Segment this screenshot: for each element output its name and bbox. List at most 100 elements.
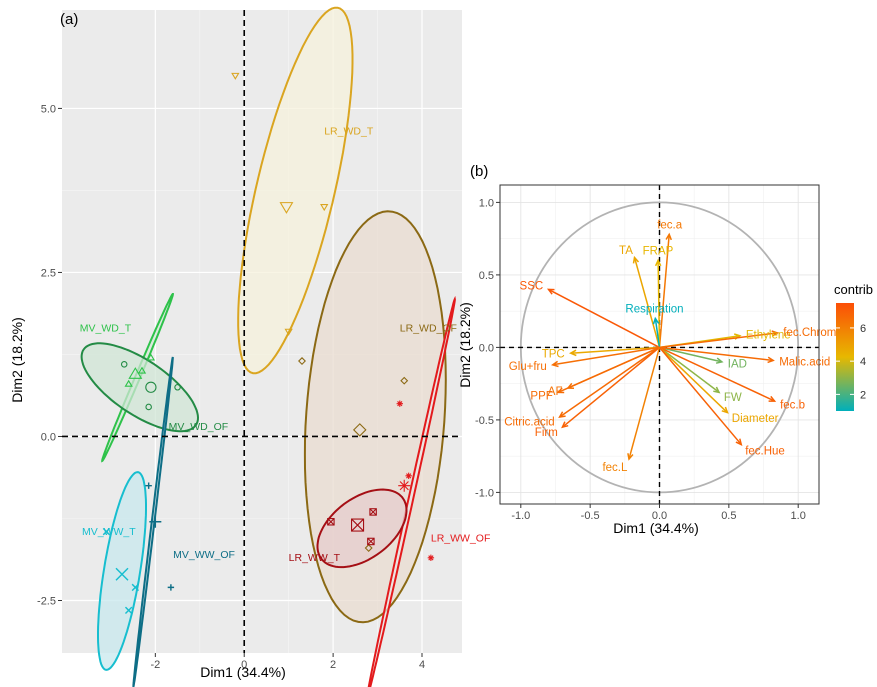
centroid-lr-ww-t-cross: [351, 518, 364, 532]
x-tick-label: -1.0: [511, 510, 530, 522]
panel-a-points: [102, 72, 435, 615]
point-lr-wd-t: [231, 72, 240, 80]
point-mv-wd-t: [124, 379, 133, 387]
panel-a-ellipses: [80, 6, 456, 687]
panel-b-ticks: -1.0 -0.5 0.0 0.5 1.0 -1.0 -0.5 0.0 0.5 1.0: [475, 184, 820, 522]
point-lr-ww-t: [369, 508, 377, 516]
variable-label-ta: TA: [619, 245, 633, 257]
point-lr-ww-t: [327, 518, 335, 526]
x-tick-label: 1.0: [791, 510, 806, 522]
y-tick-label: 2.5: [41, 267, 56, 279]
ellipse-lr-wd-t: [237, 6, 354, 375]
variable-label-diameter: Diameter: [732, 413, 779, 425]
centroid-lr-ww-of: [398, 479, 411, 492]
arrow-fec-chroma: [659, 332, 778, 349]
point-lr-wd-of: [298, 357, 306, 366]
group-label-lr-ww-of: LR_WW_OF: [431, 532, 491, 544]
legend-color-bar: [836, 303, 854, 411]
variable-label-ppf: PPF: [530, 391, 552, 403]
point-mv-ww-t: [124, 606, 133, 615]
arrowhead-glu-fru: [550, 360, 559, 368]
y-tick-label: -0.5: [475, 415, 494, 427]
point-lr-wd-t: [320, 204, 329, 212]
y-tick-label: -2.5: [37, 596, 56, 608]
variable-label-fec-chroma: fec.Chroma: [783, 327, 843, 339]
y-tick-label: -1.0: [475, 487, 494, 499]
contrib-legend: contrib 2 4 6: [834, 282, 873, 411]
arrow-fec-b: [659, 346, 775, 402]
y-tick-label: 0.5: [479, 270, 494, 282]
arrowhead-tpc: [568, 349, 577, 357]
centroid-lr-ww-t: [351, 518, 365, 532]
arrow-frap: [657, 260, 661, 348]
variable-label-fec-a: fec.a: [657, 219, 683, 231]
panel-b-border: [499, 184, 820, 505]
panel-b-variable-labels: fec.a TA FRAP SSC Respiration Ethylenefec.Chr…: [504, 219, 843, 473]
arrowhead-fw: [713, 386, 721, 394]
panel-b-y-axis-label: Dim2 (18.2%): [457, 302, 473, 388]
point-mv-wd-t: [146, 353, 156, 361]
group-label-mv-ww-of: MV_WW_OF: [173, 549, 235, 561]
panel-b-variables-biplot: fec.a TA FRAP SSC Respiration Ethylenefec.Chr…: [457, 163, 843, 536]
point-mv-ww-t: [131, 583, 140, 592]
panel-b-label: (b): [470, 163, 488, 180]
arrowhead-ppf: [556, 387, 565, 394]
point-lr-wd-t: [284, 328, 293, 336]
group-label-mv-wd-of: MV_WD_OF: [169, 421, 229, 433]
group-label-mv-wd-t: MV_WD_T: [80, 323, 132, 335]
group-label-mv-ww-t: MV_WW_T: [82, 526, 136, 538]
arrowhead-iad: [715, 357, 724, 364]
panel-a-pca-individuals: LR_WD_T LR_WD_OF LR_WW_OF LR_WW_T MV_WD_T MV_…: [9, 6, 491, 687]
variable-label-fec-hue: fec.Hue: [745, 446, 785, 458]
centroid-lr-wd-t: [279, 202, 294, 214]
point-lr-ww-t-cross: [327, 518, 335, 526]
x-tick-label: 0.0: [652, 510, 667, 522]
arrowhead-fec-b: [768, 395, 777, 402]
ellipse-mv-ww-t: [97, 471, 147, 671]
variable-label-malic-acid: Malic.acid: [779, 356, 830, 368]
panel-a-ticks: -2 0 2 4 -2.5 0.0 2.5 5.0: [37, 103, 425, 671]
y-tick-label: 0.0: [479, 342, 494, 354]
variable-label-fec-l: fec.L: [602, 462, 628, 474]
variable-label-ethylene: Ethylene: [746, 330, 791, 342]
variable-label-iad: IAD: [728, 359, 747, 371]
arrowhead-ssc: [546, 288, 555, 295]
variable-label-fw: FW: [724, 392, 742, 404]
arrow-ssc: [548, 288, 660, 349]
arrow-diameter: [658, 346, 728, 414]
x-tick-label: 0: [241, 659, 247, 671]
arrowhead-fec-chroma: [771, 330, 780, 337]
panel-a-x-axis-label: Dim1 (34.4%): [200, 664, 286, 680]
arrowhead-diameter: [721, 406, 729, 414]
group-label-lr-wd-of: LR_WD_OF: [400, 323, 457, 335]
y-tick-label: 1.0: [479, 197, 494, 209]
variable-label-citric-acid: Citric.acid: [504, 417, 554, 429]
centroid-mv-ww-t: [115, 567, 129, 581]
ellipse-lr-ww-t: [316, 488, 408, 569]
legend-title: contrib: [834, 282, 873, 297]
arrowhead-citric-acid: [558, 411, 566, 418]
arrow-respiration: [654, 318, 661, 348]
point-mv-wd-t: [137, 366, 147, 374]
panel-a-label: (a): [60, 11, 78, 28]
legend-ticks: 2 4 6: [836, 323, 866, 401]
point-mv-ww-t: [102, 527, 111, 536]
legend-tick-label: 2: [860, 389, 866, 401]
arrow-ta: [633, 257, 661, 348]
arrow-glu-fru: [552, 346, 660, 366]
variable-label-frap: FRAP: [643, 245, 674, 257]
x-tick-label: 2: [330, 659, 336, 671]
group-label-lr-ww-t: LR_WW_T: [289, 552, 341, 564]
arrowhead-firm: [561, 421, 569, 429]
arrowhead-frap: [654, 258, 662, 267]
point-mv-ww-of: [145, 482, 152, 489]
y-tick-label: 5.0: [41, 103, 56, 115]
variable-label-firm: Firm: [535, 427, 558, 439]
point-lr-ww-t-cross: [369, 508, 377, 516]
point-lr-wd-of: [364, 544, 373, 552]
point-mv-ww-of: [167, 584, 175, 591]
x-tick-label: -0.5: [581, 510, 600, 522]
point-lr-ww-t: [367, 537, 375, 546]
arrow-malic-acid: [659, 346, 774, 362]
